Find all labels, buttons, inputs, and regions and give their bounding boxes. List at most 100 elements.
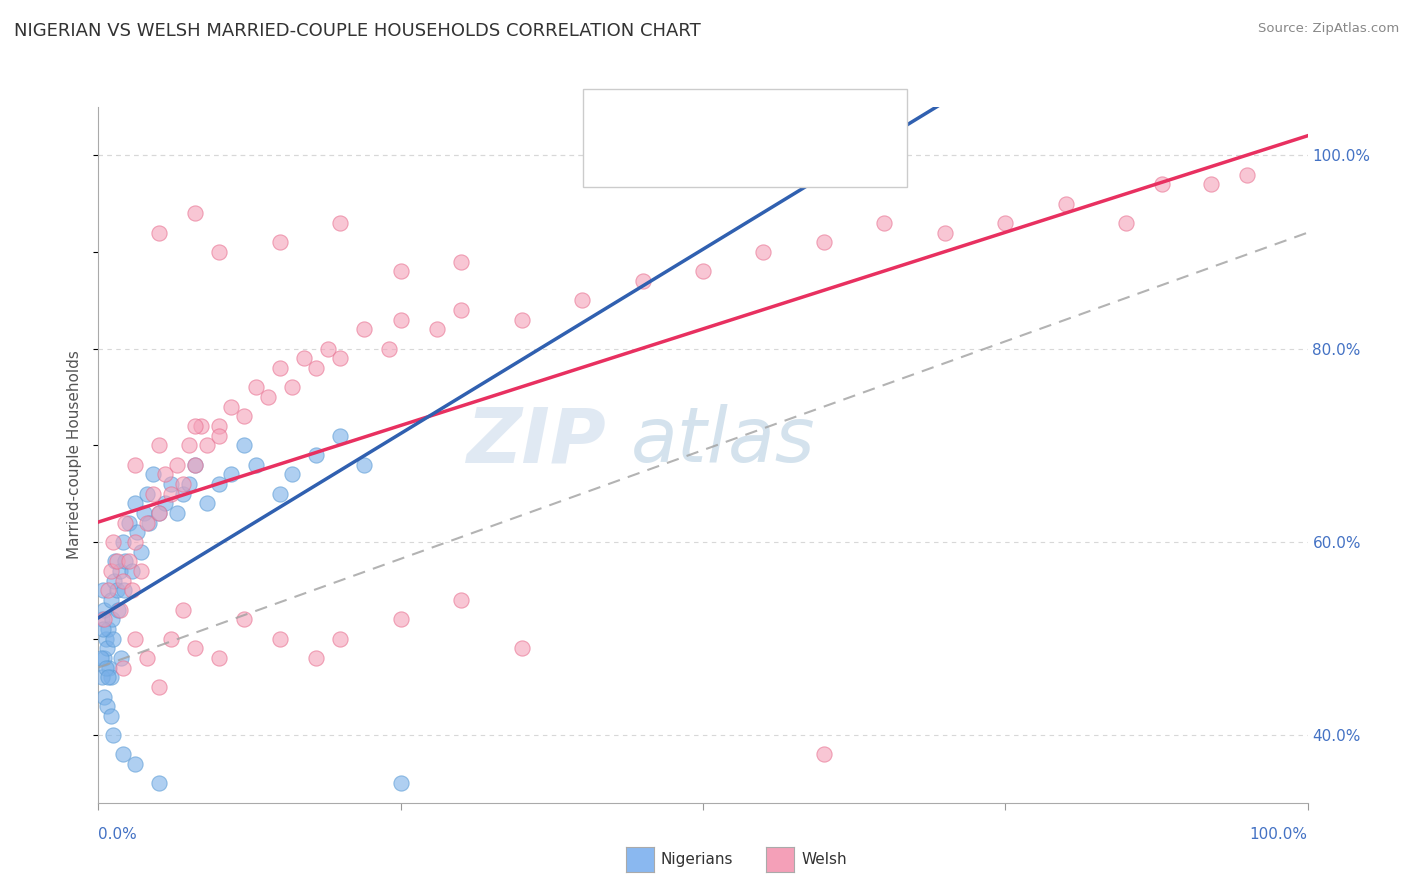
Point: [93, 690, 115, 704]
Point: [148, 226, 170, 240]
Point: [450, 254, 472, 268]
Point: [1199, 178, 1222, 192]
Point: [195, 496, 218, 510]
Point: [114, 516, 136, 530]
Y-axis label: Married-couple Households: Married-couple Households: [67, 351, 83, 559]
Point: [135, 651, 157, 665]
Point: [305, 651, 328, 665]
Point: [571, 293, 593, 308]
Point: [389, 264, 412, 278]
Point: [118, 554, 141, 568]
Point: [108, 564, 131, 578]
Point: [121, 564, 143, 578]
Point: [108, 602, 131, 616]
Point: [114, 554, 136, 568]
Point: [208, 419, 231, 434]
Point: [103, 574, 125, 588]
Point: [292, 351, 315, 366]
Point: [97, 583, 120, 598]
Point: [305, 361, 328, 376]
Point: [134, 506, 156, 520]
Point: [184, 641, 207, 656]
Point: [269, 361, 291, 376]
Point: [118, 516, 141, 530]
Text: R = 0.231   N = 58: R = 0.231 N = 58: [640, 104, 824, 122]
Point: [195, 438, 218, 452]
Point: [101, 728, 124, 742]
Point: [160, 486, 183, 500]
Point: [111, 747, 134, 762]
Point: [232, 409, 254, 424]
Point: [91, 612, 114, 626]
Point: [329, 632, 352, 646]
Point: [184, 458, 207, 472]
Point: [142, 467, 165, 482]
Point: [166, 458, 188, 472]
Point: [813, 235, 835, 250]
Point: [179, 476, 201, 491]
Point: [184, 206, 207, 220]
Point: [100, 564, 122, 578]
Point: [1152, 178, 1174, 192]
Point: [172, 486, 194, 500]
Text: 100.0%: 100.0%: [1250, 827, 1308, 841]
Text: ZIP: ZIP: [467, 404, 606, 478]
Point: [135, 516, 157, 530]
Point: [124, 757, 146, 772]
Point: [316, 342, 339, 356]
Point: [329, 216, 352, 230]
Point: [389, 312, 412, 326]
Point: [208, 651, 231, 665]
Point: [450, 593, 472, 607]
Point: [166, 506, 188, 520]
Point: [142, 486, 165, 500]
Point: [329, 428, 352, 442]
Point: [148, 776, 170, 790]
Point: [692, 264, 714, 278]
Point: [353, 458, 375, 472]
Point: [208, 476, 231, 491]
Point: [934, 226, 956, 240]
Text: Source: ZipAtlas.com: Source: ZipAtlas.com: [1258, 22, 1399, 36]
Point: [510, 312, 533, 326]
Text: Welsh: Welsh: [801, 853, 846, 867]
Point: [129, 564, 152, 578]
Point: [124, 535, 146, 549]
Point: [353, 322, 375, 336]
Point: [179, 438, 201, 452]
Point: [97, 670, 120, 684]
Point: [110, 651, 132, 665]
Point: [96, 699, 118, 714]
Point: [281, 380, 304, 394]
Point: [221, 467, 243, 482]
Point: [105, 554, 128, 568]
Point: [873, 216, 896, 230]
Point: [377, 342, 399, 356]
Point: [124, 496, 146, 510]
Point: [111, 535, 134, 549]
Point: [100, 708, 122, 723]
Point: [269, 235, 291, 250]
Point: [160, 632, 183, 646]
Point: [100, 612, 122, 626]
Point: [329, 351, 352, 366]
Point: [111, 574, 134, 588]
Point: [813, 747, 835, 762]
Point: [389, 612, 412, 626]
Point: [153, 496, 176, 510]
Point: [450, 303, 472, 318]
Point: [153, 467, 176, 482]
Point: [101, 535, 124, 549]
Point: [184, 458, 207, 472]
Point: [190, 419, 212, 434]
Point: [208, 244, 231, 259]
Point: [97, 622, 120, 636]
Point: [96, 641, 118, 656]
Point: [100, 670, 122, 684]
Point: [184, 419, 207, 434]
Point: [994, 216, 1017, 230]
Point: [221, 400, 243, 414]
Point: [112, 583, 135, 598]
Point: [389, 776, 412, 790]
Point: [148, 506, 170, 520]
